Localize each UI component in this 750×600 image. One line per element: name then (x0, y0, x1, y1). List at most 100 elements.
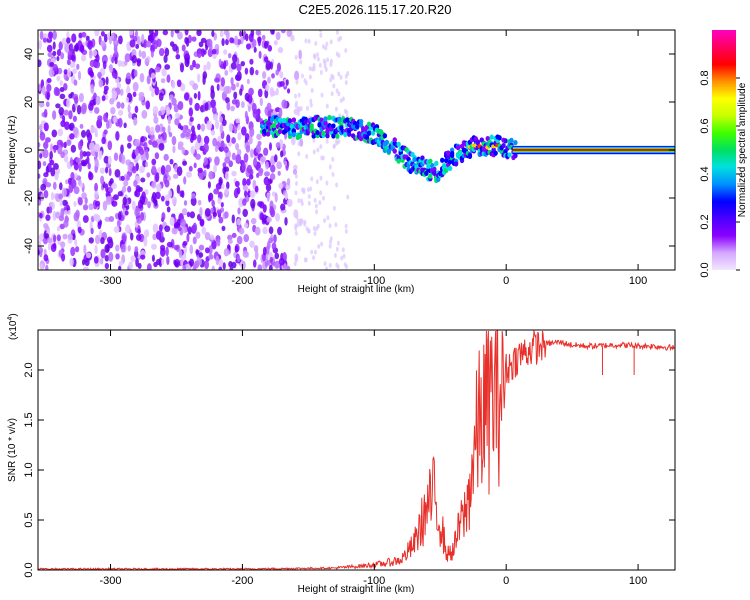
noise-speck (266, 102, 272, 111)
noise-speck (274, 192, 278, 203)
noise-speck (118, 265, 122, 270)
noise-speck (62, 199, 68, 207)
noise-speck (48, 31, 53, 40)
noise-speck (165, 106, 171, 116)
signal-blob (513, 140, 518, 146)
noise-speck (118, 35, 123, 45)
noise-speck (71, 33, 77, 43)
x-tick-label: -200 (231, 275, 253, 287)
signal-blob (337, 116, 342, 122)
noise-speck (107, 140, 113, 151)
noise-speck (120, 243, 126, 253)
noise-speck (151, 165, 157, 173)
signal-blob (360, 126, 366, 132)
noise-speck (329, 77, 333, 83)
steady-band-stripe (512, 150, 675, 153)
noise-speck (307, 38, 311, 44)
noise-speck (66, 98, 71, 108)
noise-speck (56, 75, 61, 82)
noise-speck (128, 112, 133, 119)
noise-speck (85, 35, 90, 41)
noise-speck (166, 74, 171, 83)
colorbar-swatch (712, 30, 736, 270)
noise-speck (122, 185, 127, 193)
noise-speck (309, 102, 313, 108)
noise-speck (286, 178, 291, 186)
noise-speck (258, 167, 264, 174)
noise-speck (127, 185, 132, 193)
noise-speck (129, 39, 136, 48)
noise-speck (335, 88, 339, 94)
noise-speck (281, 99, 288, 109)
noise-speck (343, 262, 347, 268)
noise-speck (51, 129, 58, 138)
noise-speck (100, 236, 105, 245)
noise-speck (180, 218, 187, 228)
noise-speck (47, 242, 51, 251)
noise-speck (115, 253, 120, 260)
noise-speck (194, 63, 201, 70)
noise-speck (212, 211, 218, 217)
noise-speck (237, 148, 242, 156)
noise-speck (49, 151, 53, 160)
noise-speck (328, 262, 332, 268)
noise-speck (151, 243, 157, 250)
noise-speck (326, 215, 330, 221)
noise-speck (127, 135, 133, 142)
noise-speck (56, 226, 61, 232)
noise-speck (186, 211, 191, 218)
noise-speck (319, 70, 323, 76)
noise-speck (258, 50, 262, 59)
signal-blob (287, 118, 293, 124)
noise-speck (297, 92, 301, 98)
noise-speck (224, 211, 229, 219)
noise-speck (213, 188, 220, 195)
noise-speck (249, 66, 255, 76)
noise-speck (126, 85, 131, 96)
noise-speck (131, 55, 137, 64)
noise-speck (305, 105, 309, 111)
noise-speck (152, 233, 157, 241)
noise-speck (99, 257, 104, 265)
noise-speck (179, 190, 184, 198)
noise-speck (42, 33, 48, 39)
noise-speck (175, 54, 181, 60)
signal-blob (501, 142, 506, 149)
noise-speck (208, 254, 214, 260)
noise-speck (73, 200, 77, 207)
noise-speck (124, 53, 131, 63)
noise-speck (286, 30, 293, 38)
noise-speck (131, 166, 137, 174)
noise-speck (174, 30, 180, 34)
noise-speck (108, 168, 112, 177)
noise-speck (173, 104, 179, 113)
noise-speck (100, 30, 105, 37)
noise-speck (43, 238, 48, 245)
noise-speck (294, 253, 299, 263)
noise-speck (68, 93, 73, 99)
noise-speck (249, 240, 255, 248)
noise-speck (139, 72, 145, 83)
x-tick-label: -300 (100, 575, 122, 587)
noise-speck (39, 131, 46, 141)
noise-speck (57, 128, 64, 137)
noise-speck (109, 64, 114, 73)
noise-speck (211, 239, 217, 250)
noise-speck (105, 195, 112, 205)
noise-speck (113, 152, 119, 161)
noise-speck (66, 31, 70, 39)
noise-speck (115, 244, 120, 252)
noise-speck (230, 62, 237, 70)
noise-speck (293, 93, 297, 99)
noise-speck (261, 34, 266, 41)
noise-speck (203, 135, 210, 145)
noise-speck (132, 81, 139, 92)
noise-speck (228, 261, 233, 268)
noise-speck (324, 45, 328, 51)
noise-speck (203, 49, 207, 55)
noise-speck (171, 80, 176, 89)
noise-speck (78, 162, 82, 172)
noise-speck (59, 80, 63, 86)
noise-speck (236, 186, 241, 195)
noise-speck (135, 257, 139, 267)
